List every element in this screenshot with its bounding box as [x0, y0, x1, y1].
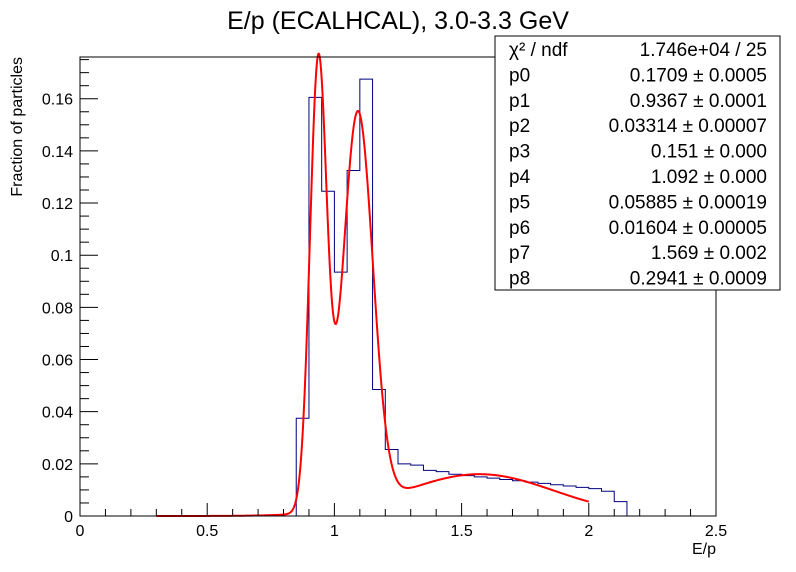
y-tick-label: 0.02: [42, 457, 73, 474]
stats-row-name: p2: [509, 116, 530, 137]
y-tick-label: 0: [64, 509, 73, 526]
stats-row-name: p4: [509, 167, 531, 188]
x-tick-label: 2: [584, 523, 593, 540]
stats-row-value: 1.746e+04 / 25: [640, 40, 767, 61]
stats-row-name: p3: [509, 142, 530, 163]
y-tick-label: 0.14: [42, 144, 73, 161]
y-tick-label: 0.04: [42, 405, 73, 422]
stats-rows: χ² / ndf 1.746e+04 / 25 p0 0.1709 ± 0.0005 p…: [509, 40, 767, 290]
x-tick-label: 2.5: [705, 523, 727, 540]
stats-row-value: 0.1709 ± 0.0005: [630, 65, 767, 86]
x-axis: 0 0.5 1 1.5 2 2.5: [76, 503, 727, 540]
stats-row-value: 0.01604 ± 0.00005: [609, 218, 767, 239]
stats-row-value: 1.092 ± 0.000: [651, 167, 767, 188]
stats-row-name: χ² / ndf: [509, 40, 568, 61]
y-tick-label: 0.16: [42, 92, 73, 109]
stats-row-name: p5: [509, 192, 530, 213]
stats-row-name: p0: [509, 65, 530, 86]
stats-box-frame: [494, 35, 781, 291]
stats-row-name: p8: [509, 269, 530, 290]
x-tick-label: 0.5: [196, 523, 218, 540]
stats-row-value: 0.9367 ± 0.0001: [630, 91, 767, 112]
x-tick-label: 0: [76, 523, 85, 540]
y-tick-label: 0.12: [42, 196, 73, 213]
y-tick-label: 0.06: [42, 353, 73, 370]
y-tick-label: 0.1: [51, 248, 73, 265]
stats-row-value: 1.569 ± 0.002: [651, 243, 767, 264]
stats-row-value: 0.05885 ± 0.00019: [609, 192, 767, 213]
y-axis: 0 0.02 0.04 0.06 0.08 0.1 0.12 0.14 0.16: [42, 59, 98, 526]
x-axis-label: E/p: [692, 541, 716, 558]
x-tick-label: 1.5: [450, 523, 472, 540]
x-tick-label: 1: [330, 523, 339, 540]
chart-title: E/p (ECALHCAL), 3.0-3.3 GeV: [227, 7, 569, 35]
stats-row-value: 0.151 ± 0.000: [651, 142, 767, 163]
y-axis-label: Fraction of particles: [9, 57, 26, 197]
stats-box: χ² / ndf 1.746e+04 / 25 p0 0.1709 ± 0.0005 p…: [494, 35, 781, 291]
stats-row-value: 0.03314 ± 0.00007: [609, 116, 767, 137]
y-tick-label: 0.08: [42, 300, 73, 317]
stats-row-value: 0.2941 ± 0.0009: [630, 269, 767, 290]
stats-row-name: p6: [509, 218, 530, 239]
stats-row-name: p1: [509, 91, 530, 112]
stats-row-name: p7: [509, 243, 530, 264]
